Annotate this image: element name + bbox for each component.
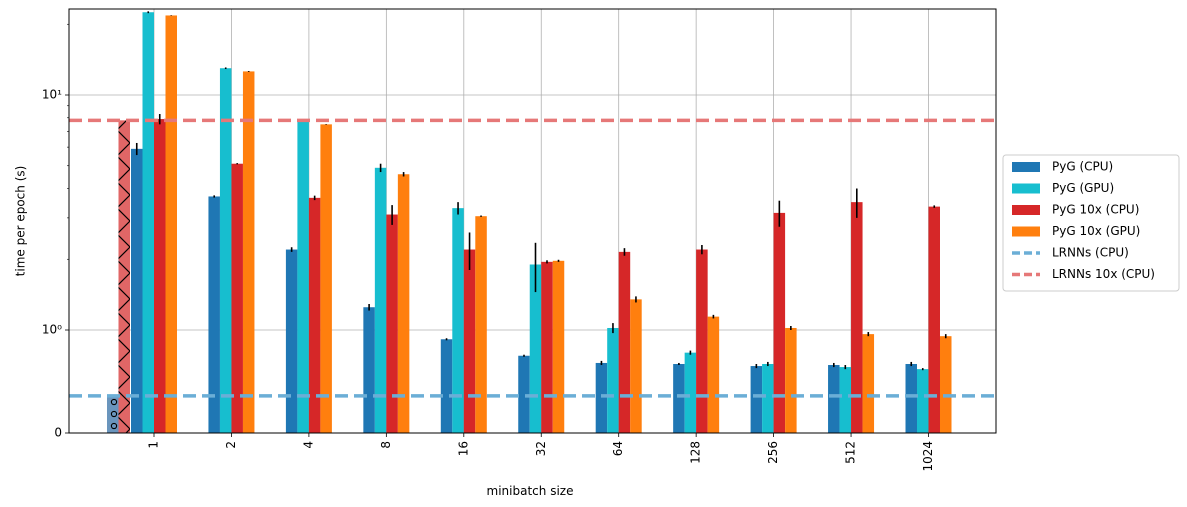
- bar: [518, 355, 530, 433]
- y-axis-label: time per epoch (s): [14, 166, 28, 277]
- x-tick-label: 64: [611, 441, 625, 456]
- y-tick-label: 10¹: [42, 88, 62, 102]
- bar: [828, 365, 840, 433]
- y-tick-label: 10⁰: [42, 323, 62, 337]
- bar: [552, 260, 565, 433]
- bar: [452, 208, 464, 433]
- bar: [917, 369, 929, 433]
- bar: [696, 249, 708, 433]
- bar: [285, 249, 298, 433]
- lrnn-bar-hatch: [118, 120, 130, 433]
- bar: [905, 363, 917, 433]
- bar: [684, 352, 697, 433]
- bar: [839, 367, 852, 433]
- bar: [154, 119, 166, 433]
- legend: PyG (CPU) PyG (GPU) PyG 10x (CPU) PyG 10x (…: [1002, 154, 1180, 292]
- x-tick-label: 4: [301, 441, 315, 449]
- bar: [242, 71, 255, 433]
- bar: [940, 336, 952, 433]
- x-tick-label: 2: [224, 441, 238, 449]
- bar: [607, 327, 619, 433]
- lrnn-bar-hatch: [107, 395, 119, 433]
- bar: [773, 212, 786, 433]
- bar: [297, 120, 309, 433]
- x-tick-label: 128: [689, 441, 703, 464]
- bar: [673, 363, 685, 433]
- bar: [475, 216, 487, 433]
- bar: [231, 163, 243, 433]
- legend-label: PyG (CPU): [1052, 160, 1113, 174]
- x-tick-label: 16: [456, 441, 470, 456]
- legend-label: LRNNs 10x (CPU): [1052, 267, 1155, 281]
- bar: [320, 124, 332, 433]
- bar: [219, 68, 232, 433]
- legend-swatch: [1012, 226, 1040, 237]
- legend-label: PyG (GPU): [1052, 181, 1114, 195]
- bar: [529, 264, 542, 433]
- bar: [463, 249, 476, 433]
- x-ticks: 1 2 4 8 16 32 64 128 256 512 1024: [147, 433, 935, 472]
- bar: [762, 363, 774, 433]
- reference-lines-layer: [69, 118, 996, 398]
- bar: [165, 15, 177, 433]
- x-tick-label: 256: [766, 441, 780, 464]
- legend-frame: [1002, 154, 1180, 292]
- bar: [131, 148, 143, 433]
- x-tick-label: 512: [844, 441, 858, 464]
- bar: [541, 261, 553, 433]
- legend-label: PyG 10x (CPU): [1052, 203, 1139, 217]
- bar: [386, 214, 398, 433]
- x-tick-label: 8: [379, 441, 393, 449]
- bar: [397, 174, 410, 433]
- legend-swatch: [1012, 183, 1040, 194]
- x-tick-label: 1024: [921, 441, 935, 472]
- bar: [595, 362, 608, 433]
- bar: [707, 316, 720, 433]
- y-tick-label: 0: [54, 426, 62, 440]
- bar: [851, 202, 863, 433]
- bar: [440, 339, 453, 433]
- x-axis-label: minibatch size: [487, 484, 574, 498]
- bar: [363, 307, 375, 433]
- bar: [785, 327, 797, 433]
- bar: [630, 299, 642, 433]
- legend-swatch: [1012, 162, 1040, 172]
- bar: [208, 196, 220, 433]
- bar: [750, 366, 763, 433]
- x-tick-label: 1: [147, 441, 161, 449]
- bar: [928, 206, 940, 433]
- x-tick-label: 32: [534, 441, 548, 456]
- bar: [862, 334, 875, 433]
- bars-layer: [107, 11, 952, 433]
- bar: [142, 12, 154, 433]
- legend-swatch: [1012, 205, 1040, 215]
- bar: [308, 197, 321, 433]
- plot-frame: [68, 8, 997, 434]
- bar: [374, 167, 387, 433]
- bar: [618, 251, 631, 433]
- legend-label: PyG 10x (GPU): [1052, 224, 1140, 238]
- legend-label: LRNNs (CPU): [1052, 246, 1129, 260]
- y-ticks: 0 10⁰ 10¹: [42, 23, 69, 440]
